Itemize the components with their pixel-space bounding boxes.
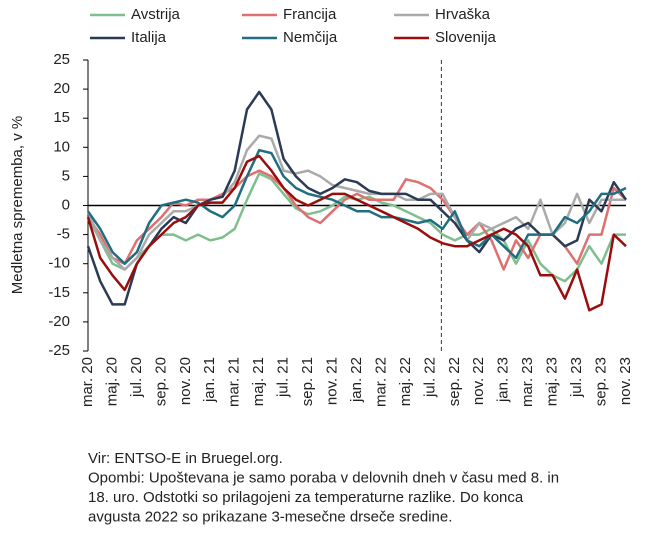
x-tick-label: sep. 21 — [299, 357, 316, 406]
x-tick-label: maj. 22 — [397, 357, 414, 406]
x-tick-label: jul. 21 — [275, 357, 292, 398]
y-tick-label: -25 — [48, 342, 70, 359]
x-tick-label: nov. 21 — [324, 357, 341, 405]
series-line — [86, 90, 628, 306]
footnote: Opombi: Upoštevana je samo poraba v delo… — [88, 469, 559, 486]
x-tick-label: jan. 22 — [348, 357, 365, 403]
x-tick-label: jan. 21 — [201, 357, 218, 403]
y-tick-label: 5 — [62, 167, 70, 184]
y-axis-label: Medletna sprememba, v % — [9, 116, 26, 294]
legend-label: Slovenija — [435, 29, 497, 46]
y-tick-label: 15 — [53, 109, 70, 126]
legend-label: Francija — [283, 6, 337, 23]
footnote: avgusta 2022 so prikazane 3-mesečne drse… — [88, 508, 452, 525]
x-tick-label: maj. 23 — [544, 357, 561, 406]
x-tick-label: sep. 20 — [152, 357, 169, 406]
y-tick-label: 25 — [53, 51, 70, 68]
series-line — [86, 134, 626, 271]
footnote: 18. uro. Odstotki so prilagojeni za temp… — [88, 489, 524, 506]
footnote: Vir: ENTSO-E in Bruegel.org. — [88, 450, 283, 467]
x-tick-label: mar. 21 — [226, 357, 243, 407]
x-tick-label: sep. 22 — [446, 357, 463, 406]
legend-label: Hrvaška — [435, 6, 491, 23]
x-tick-label: mar. 20 — [79, 357, 96, 407]
x-tick-label: jul. 20 — [128, 357, 145, 398]
x-tick-label: nov. 20 — [177, 357, 194, 405]
x-tick-label: jan. 23 — [495, 357, 512, 403]
x-tick-label: nov. 23 — [617, 357, 634, 405]
y-tick-label: -10 — [48, 255, 70, 272]
y-tick-label: 0 — [62, 196, 70, 213]
x-tick-label: maj. 20 — [103, 357, 120, 406]
y-tick-label: -20 — [48, 313, 70, 330]
series-line — [86, 154, 627, 312]
legend-label: Nemčija — [283, 29, 338, 46]
y-tick-label: 20 — [53, 80, 70, 97]
y-tick-label: 10 — [53, 138, 70, 155]
y-tick-label: -15 — [48, 284, 70, 301]
legend-label: Avstrija — [131, 6, 181, 23]
x-tick-label: maj. 21 — [250, 357, 267, 406]
y-tick-label: -5 — [57, 226, 70, 243]
x-tick-label: mar. 23 — [519, 357, 536, 407]
series-line — [86, 169, 627, 271]
x-tick-label: sep. 23 — [593, 357, 610, 406]
x-tick-label: nov. 22 — [470, 357, 487, 405]
series-line — [86, 148, 627, 265]
x-tick-label: jul. 23 — [568, 357, 585, 398]
x-tick-label: jul. 22 — [421, 357, 438, 398]
legend-label: Italija — [131, 29, 167, 46]
x-tick-label: mar. 22 — [372, 357, 389, 407]
